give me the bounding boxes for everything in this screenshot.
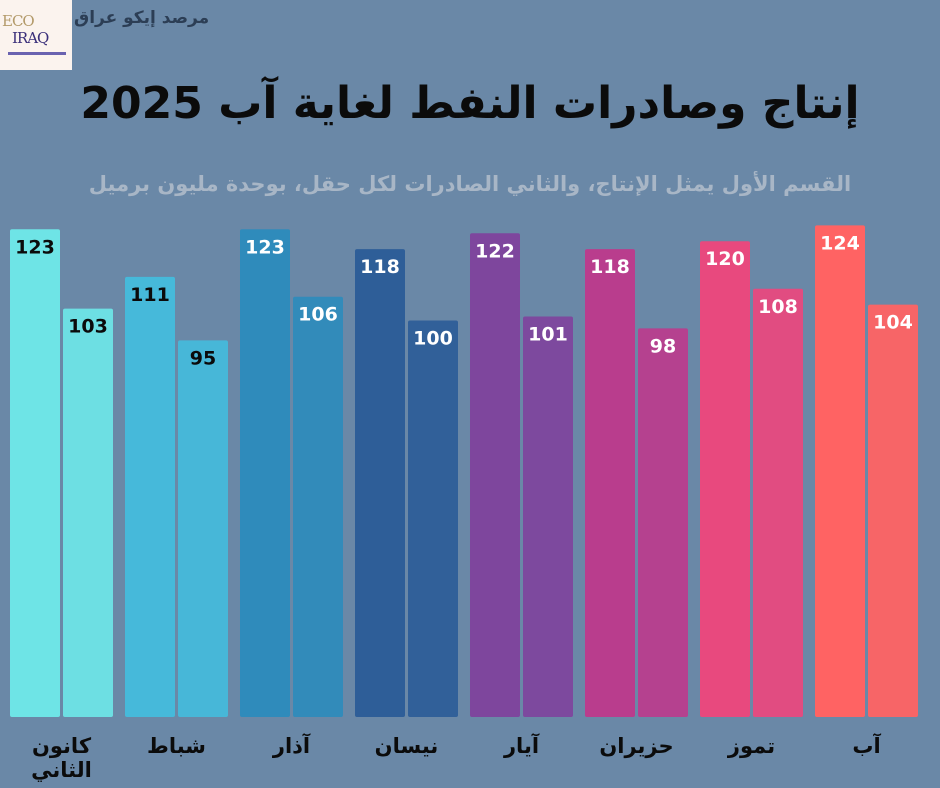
data-label: 118 <box>360 256 400 278</box>
production-bar <box>355 249 405 717</box>
export-bar <box>63 308 113 717</box>
data-label: 123 <box>15 236 55 258</box>
data-label: 108 <box>758 296 798 318</box>
data-label: 103 <box>68 316 108 338</box>
data-label: 124 <box>820 232 860 254</box>
category-label: آب <box>852 734 881 758</box>
data-label: 101 <box>528 324 568 346</box>
data-label: 122 <box>475 240 515 262</box>
chart-subtitle: القسم الأول يمثل الإنتاج، والثاني الصادر… <box>88 172 852 196</box>
eco-iraq-logo: ECO IRAQ <box>0 0 72 70</box>
export-bar <box>523 316 573 717</box>
data-label: 123 <box>245 236 285 258</box>
data-label: 104 <box>873 312 913 334</box>
export-bar <box>293 296 343 717</box>
production-bar <box>240 229 290 717</box>
category-label: حزيران <box>599 734 674 758</box>
production-bar <box>470 233 520 717</box>
category-label: نيسان <box>374 734 439 758</box>
production-bar <box>585 249 635 717</box>
brand-name: مرصد إيكو عراق <box>74 8 210 28</box>
data-label: 100 <box>413 328 453 350</box>
export-bar <box>178 340 228 717</box>
data-label: 106 <box>298 304 338 326</box>
data-label: 98 <box>650 335 676 357</box>
production-bar <box>10 229 60 717</box>
category-label: كانون الثاني <box>31 734 92 782</box>
production-bar <box>125 276 175 717</box>
export-bar <box>638 328 688 717</box>
data-label: 118 <box>590 256 630 278</box>
chart-title: إنتاج وصادرات النفط لغاية آب 2025 <box>80 78 860 129</box>
export-bar <box>753 288 803 717</box>
category-label: آيار <box>503 734 540 758</box>
data-label: 95 <box>190 347 216 369</box>
production-bar <box>815 225 865 717</box>
data-label: 111 <box>130 284 170 306</box>
category-label: تموز <box>727 734 776 758</box>
data-label: 120 <box>705 248 745 270</box>
export-bar <box>408 320 458 717</box>
export-bar <box>868 304 918 717</box>
category-label: شباط <box>147 734 206 758</box>
production-bar <box>700 241 750 717</box>
category-label: آذار <box>272 734 311 758</box>
